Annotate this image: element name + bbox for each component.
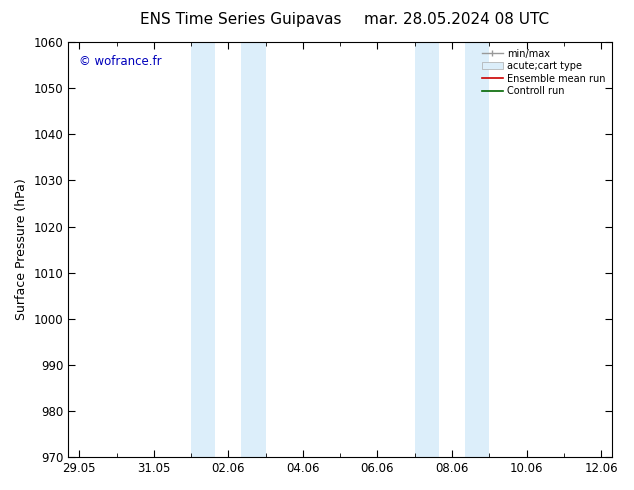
Y-axis label: Surface Pressure (hPa): Surface Pressure (hPa)	[15, 179, 28, 320]
Bar	[242, 42, 266, 457]
Bar	[415, 42, 439, 457]
Legend: min/max, acute;cart type, Ensemble mean run, Controll run: min/max, acute;cart type, Ensemble mean …	[480, 47, 607, 98]
Bar	[191, 42, 216, 457]
Text: © wofrance.fr: © wofrance.fr	[79, 54, 162, 68]
Bar	[465, 42, 489, 457]
Text: mar. 28.05.2024 08 UTC: mar. 28.05.2024 08 UTC	[364, 12, 549, 27]
Text: ENS Time Series Guipavas: ENS Time Series Guipavas	[140, 12, 342, 27]
